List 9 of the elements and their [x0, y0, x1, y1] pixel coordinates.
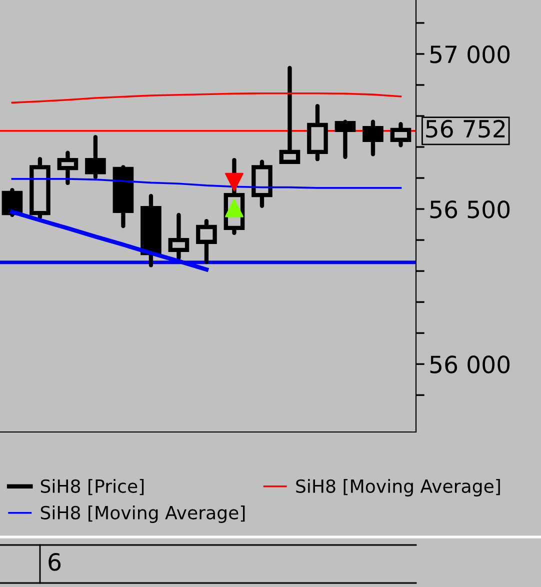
- legend-label: SiH8 [Moving Average]: [40, 506, 245, 523]
- y-tick-label: 56 500: [430, 200, 510, 218]
- legend-label: SiH8 [Price]: [40, 478, 144, 496]
- text: 6: [48, 552, 61, 571]
- y-tick-label: 56 000: [430, 356, 510, 374]
- legend-label: SiH8 [Moving Average]: [296, 478, 500, 496]
- y-tick-label: 57 000: [430, 45, 510, 64]
- line-series: [11, 92, 402, 104]
- ref-line-label: 56 752: [426, 120, 505, 138]
